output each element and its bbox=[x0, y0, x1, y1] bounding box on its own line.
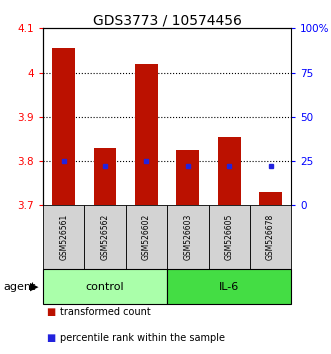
Bar bbox=[259, 192, 282, 205]
Text: GSM526603: GSM526603 bbox=[183, 214, 192, 261]
Text: IL-6: IL-6 bbox=[219, 282, 239, 292]
Bar bbox=[250, 205, 291, 269]
Text: ▶: ▶ bbox=[30, 282, 38, 292]
Text: control: control bbox=[86, 282, 124, 292]
Bar bbox=[84, 205, 126, 269]
Text: GSM526561: GSM526561 bbox=[59, 214, 68, 260]
Bar bbox=[43, 205, 84, 269]
Bar bbox=[126, 205, 167, 269]
Bar bbox=[176, 150, 199, 205]
Bar bbox=[135, 64, 158, 205]
Text: GSM526678: GSM526678 bbox=[266, 214, 275, 260]
Text: agent: agent bbox=[3, 282, 36, 292]
Text: ■: ■ bbox=[46, 333, 56, 343]
Text: ■: ■ bbox=[46, 307, 56, 316]
Text: GSM526605: GSM526605 bbox=[225, 214, 234, 261]
Bar bbox=[94, 148, 117, 205]
Text: GSM526562: GSM526562 bbox=[101, 214, 110, 260]
Bar bbox=[167, 269, 291, 304]
Bar bbox=[209, 205, 250, 269]
Text: percentile rank within the sample: percentile rank within the sample bbox=[60, 333, 224, 343]
Bar bbox=[218, 137, 241, 205]
Text: GSM526602: GSM526602 bbox=[142, 214, 151, 260]
Bar bbox=[43, 269, 167, 304]
Title: GDS3773 / 10574456: GDS3773 / 10574456 bbox=[93, 13, 242, 27]
Bar bbox=[167, 205, 209, 269]
Text: transformed count: transformed count bbox=[60, 307, 150, 316]
Bar bbox=[52, 48, 75, 205]
